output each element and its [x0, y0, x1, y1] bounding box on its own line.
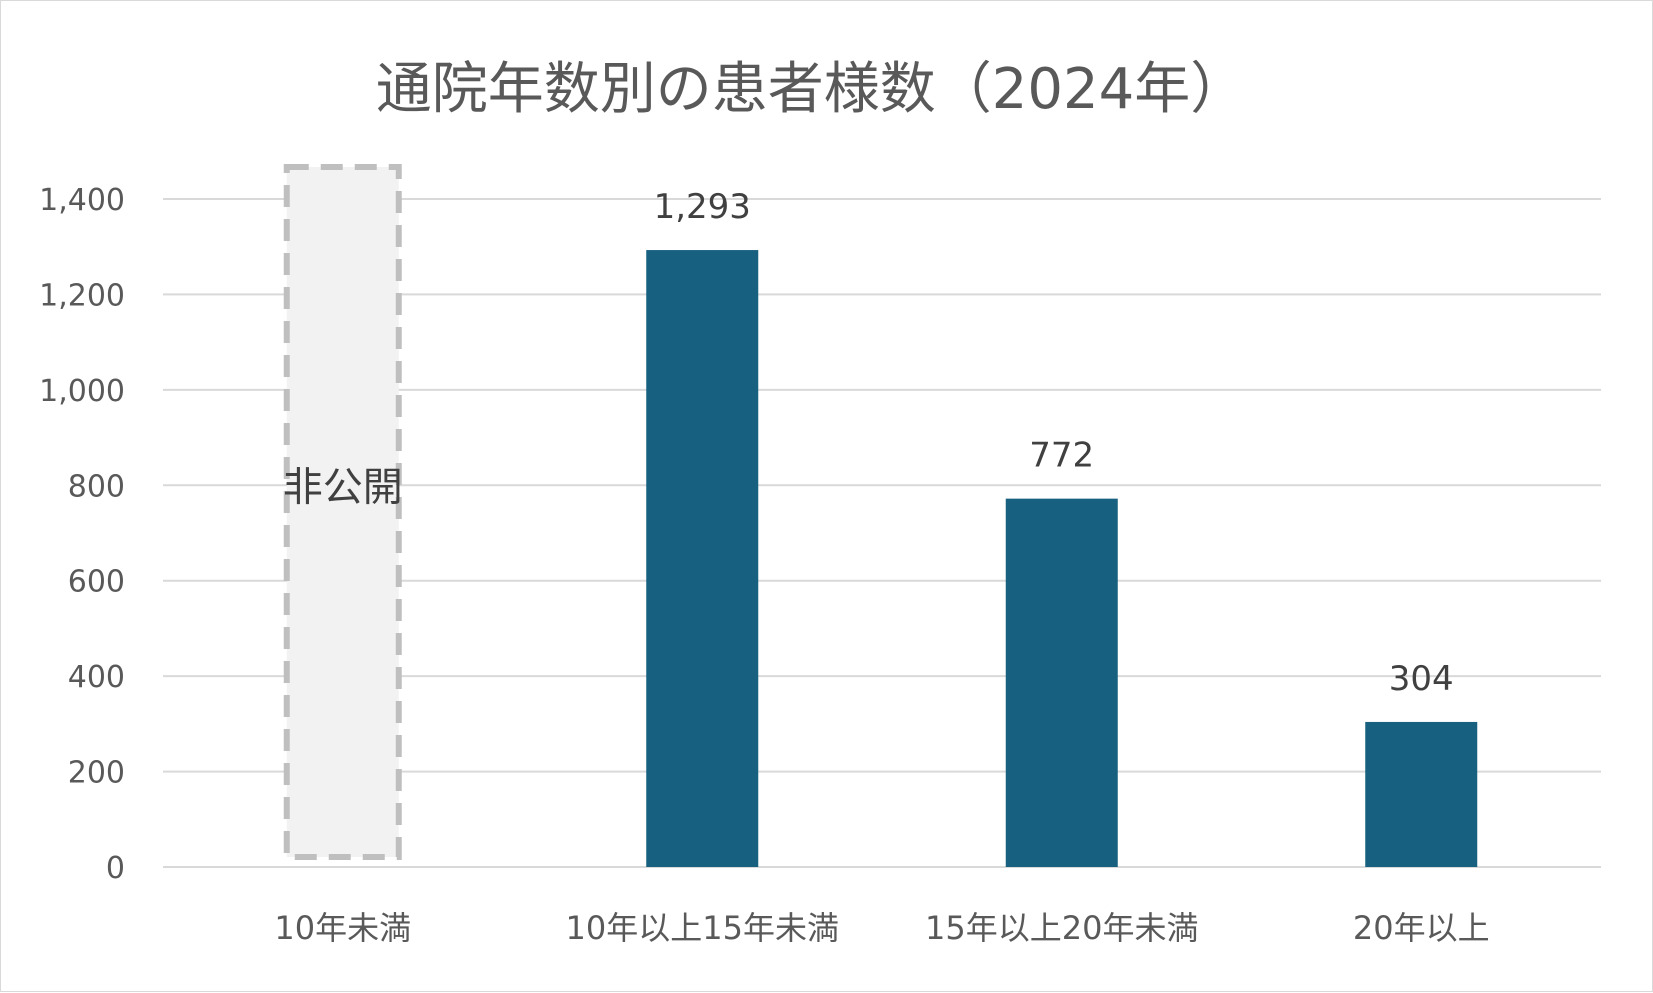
y-tick-label: 1,000	[39, 374, 125, 409]
y-axis-ticks: 0 200 400 600 800 1,000 1,200 1,400	[39, 183, 125, 886]
y-tick-label: 1,400	[39, 183, 125, 218]
data-label: 1,293	[654, 187, 751, 227]
category-label: 10年未満	[274, 909, 411, 947]
y-tick-label: 0	[106, 851, 125, 886]
category-label: 20年以上	[1353, 909, 1490, 947]
y-tick-label: 800	[68, 469, 125, 504]
y-tick-label: 600	[68, 565, 125, 600]
gridlines	[163, 198, 1601, 868]
data-label: 304	[1389, 659, 1454, 699]
bars	[283, 164, 1478, 867]
bar	[1365, 721, 1478, 867]
category-labels: 10年未満 10年以上15年未満 15年以上20年未満 20年以上	[274, 909, 1489, 947]
y-tick-label: 1,200	[39, 278, 125, 313]
y-tick-label: 200	[68, 756, 125, 791]
undisclosed-label: 非公開	[283, 464, 403, 510]
category-label: 15年以上20年未満	[925, 909, 1198, 947]
chart-title: 通院年数別の患者様数（2024年）	[376, 57, 1247, 122]
bar	[646, 250, 759, 867]
bar	[1005, 498, 1118, 867]
undisclosed-bar	[283, 164, 402, 860]
data-label: 772	[1029, 436, 1094, 476]
y-tick-label: 400	[68, 660, 125, 695]
data-labels: 非公開 1,293 772 304	[283, 187, 1454, 699]
category-label: 10年以上15年未満	[566, 909, 839, 947]
